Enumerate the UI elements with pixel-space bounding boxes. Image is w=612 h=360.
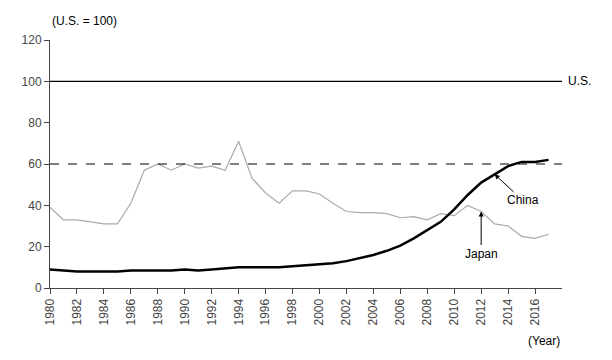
svg-text:2000: 2000 [312,298,326,325]
svg-text:1996: 1996 [258,298,272,325]
svg-text:1990: 1990 [178,298,192,325]
svg-text:2008: 2008 [420,298,434,325]
svg-text:1992: 1992 [205,298,219,325]
svg-text:1988: 1988 [151,298,165,325]
svg-text:2014: 2014 [501,298,515,325]
svg-text:1980: 1980 [43,298,57,325]
svg-text:60: 60 [28,157,42,171]
svg-text:0: 0 [35,281,42,295]
svg-text:(Year): (Year) [528,334,560,348]
svg-text:(U.S. = 100): (U.S. = 100) [52,14,117,28]
svg-text:80: 80 [28,116,42,130]
svg-text:Japan: Japan [465,247,498,261]
svg-text:U.S.: U.S. [568,74,591,88]
svg-text:40: 40 [28,199,42,213]
svg-text:2010: 2010 [447,298,461,325]
svg-text:1986: 1986 [124,298,138,325]
svg-text:2016: 2016 [528,298,542,325]
svg-text:20: 20 [28,240,42,254]
svg-text:2006: 2006 [393,298,407,325]
svg-text:1998: 1998 [285,298,299,325]
svg-text:2012: 2012 [474,298,488,325]
svg-text:100: 100 [22,75,42,89]
svg-text:120: 120 [22,33,42,47]
svg-text:1984: 1984 [97,298,111,325]
svg-text:1982: 1982 [70,298,84,325]
svg-text:2002: 2002 [339,298,353,325]
svg-text:1994: 1994 [232,298,246,325]
svg-text:2004: 2004 [366,298,380,325]
svg-text:China: China [507,193,539,207]
